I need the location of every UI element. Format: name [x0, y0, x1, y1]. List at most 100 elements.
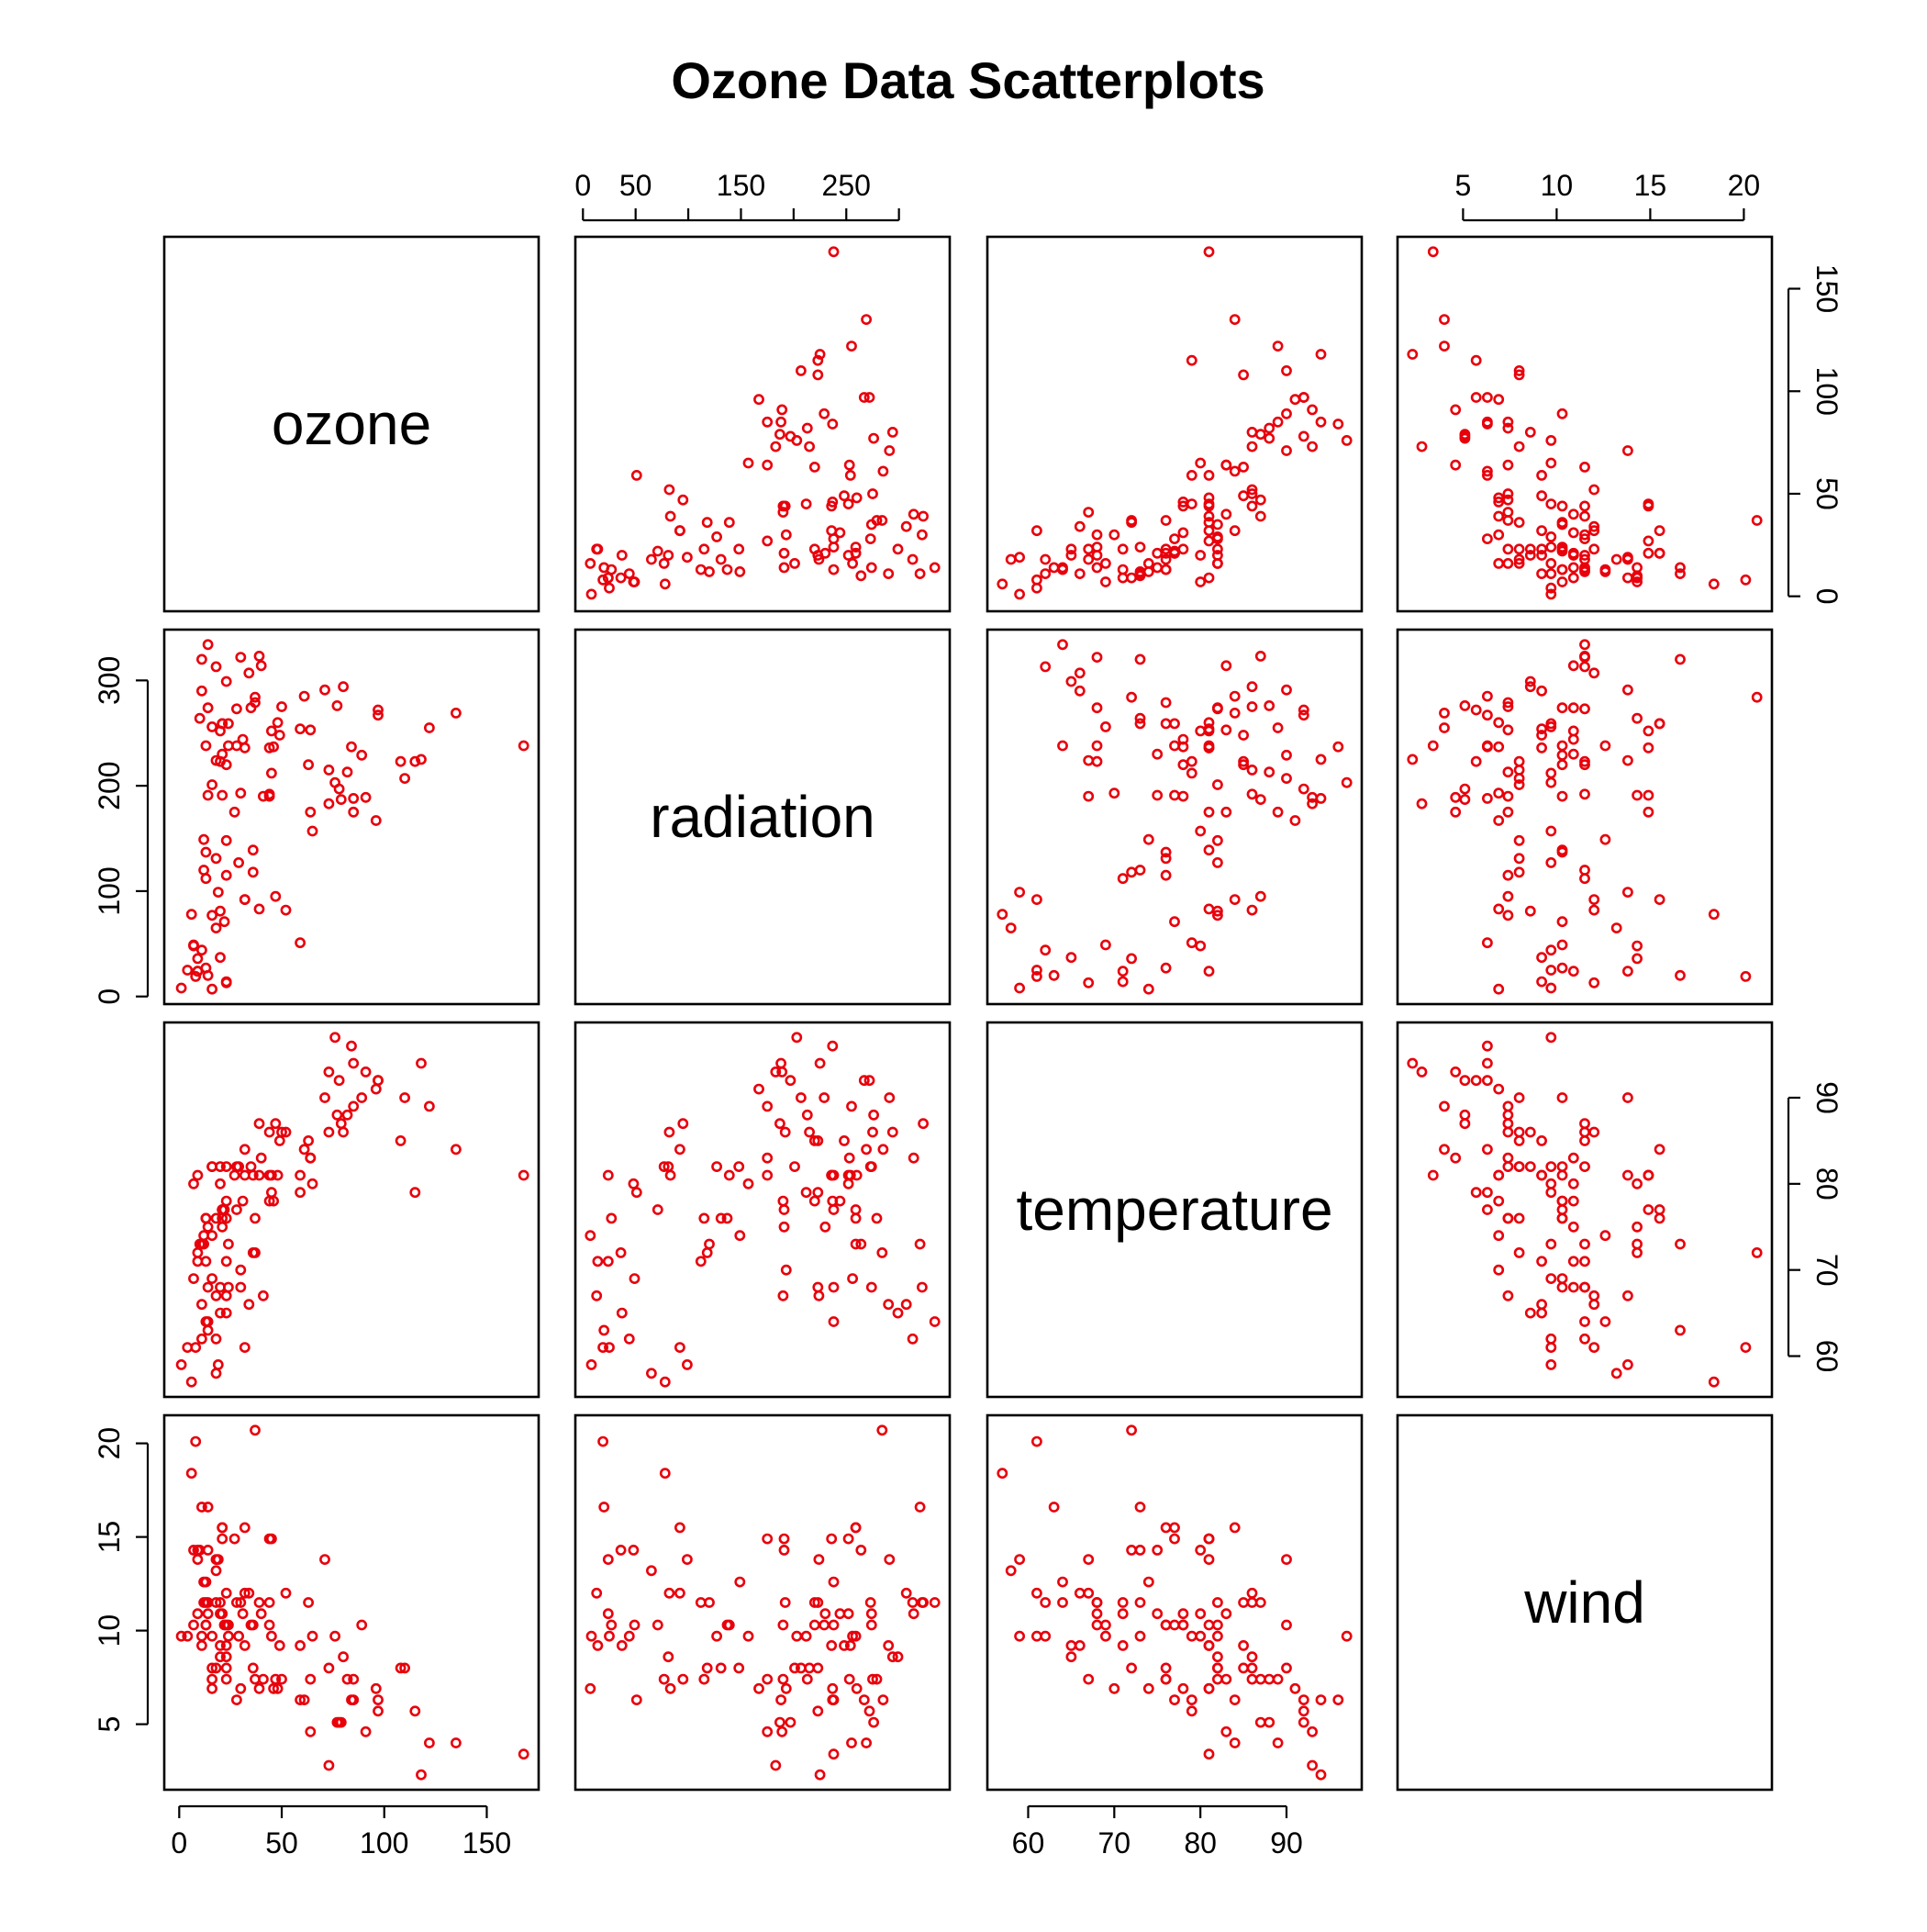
point-ozone-temperature-58	[295, 1169, 306, 1181]
point-radiation-wind-60	[602, 1554, 614, 1565]
point-radiation-wind-66	[864, 1597, 876, 1608]
point-ozone-wind-92	[263, 1533, 275, 1545]
point-temperature-wind-74	[1126, 1545, 1137, 1556]
panel-temperature-vs-temperature: temperature	[986, 1021, 1364, 1399]
point-ozone-temperature-89	[220, 1195, 232, 1207]
point-radiation-temperature-84	[770, 1067, 782, 1078]
panel-ozone-vs-temperature	[986, 235, 1364, 613]
point-ozone-wind-108	[202, 1545, 214, 1556]
point-wind-ozone-7	[1545, 558, 1557, 569]
point-wind-ozone-78	[1545, 434, 1557, 446]
point-temperature-ozone-5	[1014, 552, 1025, 564]
point-radiation-temperature-88	[842, 1178, 854, 1189]
point-radiation-ozone-75	[800, 498, 812, 509]
point-ozone-radiation-74	[192, 953, 204, 965]
point-radiation-temperature-77	[804, 1126, 815, 1138]
point-wind-radiation-37	[1567, 660, 1579, 672]
tick-label: 0	[93, 988, 126, 1005]
point-temperature-ozone-0	[1083, 507, 1095, 518]
point-radiation-ozone-55	[801, 422, 813, 434]
point-wind-radiation-53	[1524, 905, 1536, 917]
point-radiation-temperature-29	[876, 1247, 888, 1258]
point-ozone-temperature-18	[182, 1342, 194, 1353]
point-temperature-ozone-66	[1212, 533, 1223, 544]
point-wind-radiation-29	[1751, 691, 1763, 703]
point-radiation-wind-68	[652, 1619, 663, 1631]
point-ozone-radiation-97	[268, 741, 279, 753]
point-ozone-radiation-46	[245, 702, 257, 714]
point-temperature-ozone-96	[1117, 564, 1129, 575]
panel-frame	[162, 1021, 540, 1399]
point-temperature-radiation-109	[1160, 853, 1172, 865]
point-radiation-ozone-14	[917, 529, 928, 541]
point-wind-ozone-28	[1643, 547, 1654, 559]
point-ozone-radiation-10	[210, 922, 222, 933]
point-radiation-temperature-44	[628, 1178, 640, 1189]
point-ozone-radiation-14	[235, 652, 247, 663]
point-ozone-temperature-92	[263, 1169, 275, 1181]
point-wind-ozone-106	[1675, 562, 1686, 574]
point-radiation-ozone-58	[844, 470, 856, 481]
point-wind-temperature-95	[1567, 1256, 1579, 1268]
point-wind-temperature-0	[1502, 1290, 1514, 1301]
point-wind-radiation-62	[1439, 722, 1450, 733]
point-ozone-radiation-1	[247, 866, 259, 878]
point-temperature-radiation-57	[1220, 724, 1232, 736]
point-temperature-ozone-7	[1100, 558, 1111, 569]
point-wind-radiation-104	[1556, 844, 1568, 856]
point-temperature-radiation-1	[1126, 866, 1137, 878]
point-radiation-wind-105	[629, 1619, 640, 1631]
point-radiation-wind-2	[734, 1576, 746, 1588]
point-ozone-wind-47	[298, 1694, 310, 1705]
point-ozone-wind-96	[200, 1597, 212, 1608]
point-temperature-radiation-104	[1203, 844, 1215, 856]
point-wind-temperature-86	[1502, 1118, 1514, 1130]
panel-temperature-vs-radiation	[574, 1021, 952, 1399]
point-wind-ozone-104	[1556, 517, 1568, 529]
point-temperature-ozone-44	[1195, 576, 1207, 587]
point-ozone-temperature-51	[338, 1126, 349, 1138]
point-temperature-wind-97	[1177, 1682, 1189, 1694]
point-wind-temperature-66	[1579, 1161, 1590, 1172]
point-temperature-ozone-105	[1100, 576, 1111, 587]
point-temperature-radiation-72	[1177, 790, 1189, 802]
point-ozone-wind-20	[220, 1587, 232, 1599]
point-radiation-temperature-62	[846, 1100, 857, 1112]
point-ozone-radiation-64	[399, 773, 410, 784]
point-temperature-radiation-93	[1160, 718, 1172, 730]
point-wind-radiation-102	[1599, 740, 1611, 752]
point-wind-ozone-17	[1675, 568, 1686, 579]
point-wind-temperature-68	[1556, 1204, 1568, 1215]
point-ozone-radiation-32	[200, 846, 212, 858]
point-wind-radiation-72	[1556, 790, 1568, 802]
point-ozone-wind-82	[370, 1682, 382, 1694]
point-wind-temperature-25	[1622, 1092, 1633, 1103]
point-wind-temperature-108	[1632, 1221, 1643, 1233]
point-wind-temperature-92	[1643, 1169, 1654, 1181]
point-radiation-ozone-34	[839, 490, 850, 502]
point-temperature-ozone-40	[1298, 392, 1309, 403]
point-temperature-radiation-19	[1031, 894, 1042, 905]
point-temperature-ozone-88	[1195, 550, 1207, 561]
point-temperature-ozone-91	[1134, 542, 1146, 553]
point-radiation-ozone-100	[828, 542, 840, 553]
point-ozone-temperature-105	[188, 1273, 199, 1284]
point-wind-radiation-65	[1579, 788, 1590, 800]
point-temperature-wind-69	[1186, 1694, 1197, 1705]
point-ozone-temperature-10	[210, 1368, 222, 1379]
point-temperature-ozone-92	[1203, 500, 1215, 512]
point-wind-radiation-105	[1556, 939, 1568, 951]
point-temperature-radiation-33	[1229, 708, 1241, 719]
tick-label: 50	[619, 169, 652, 202]
point-ozone-temperature-76	[518, 1169, 529, 1181]
point-ozone-radiation-29	[250, 691, 261, 703]
point-temperature-wind-52	[1238, 1662, 1249, 1674]
point-ozone-radiation-70	[220, 869, 232, 881]
point-temperature-ozone-43	[1203, 535, 1215, 547]
point-ozone-radiation-11	[202, 639, 214, 651]
point-temperature-radiation-29	[1126, 691, 1137, 703]
point-temperature-ozone-59	[1203, 510, 1215, 522]
point-wind-ozone-85	[1450, 404, 1462, 416]
point-ozone-temperature-93	[217, 1212, 228, 1224]
point-ozone-wind-60	[192, 1554, 204, 1565]
